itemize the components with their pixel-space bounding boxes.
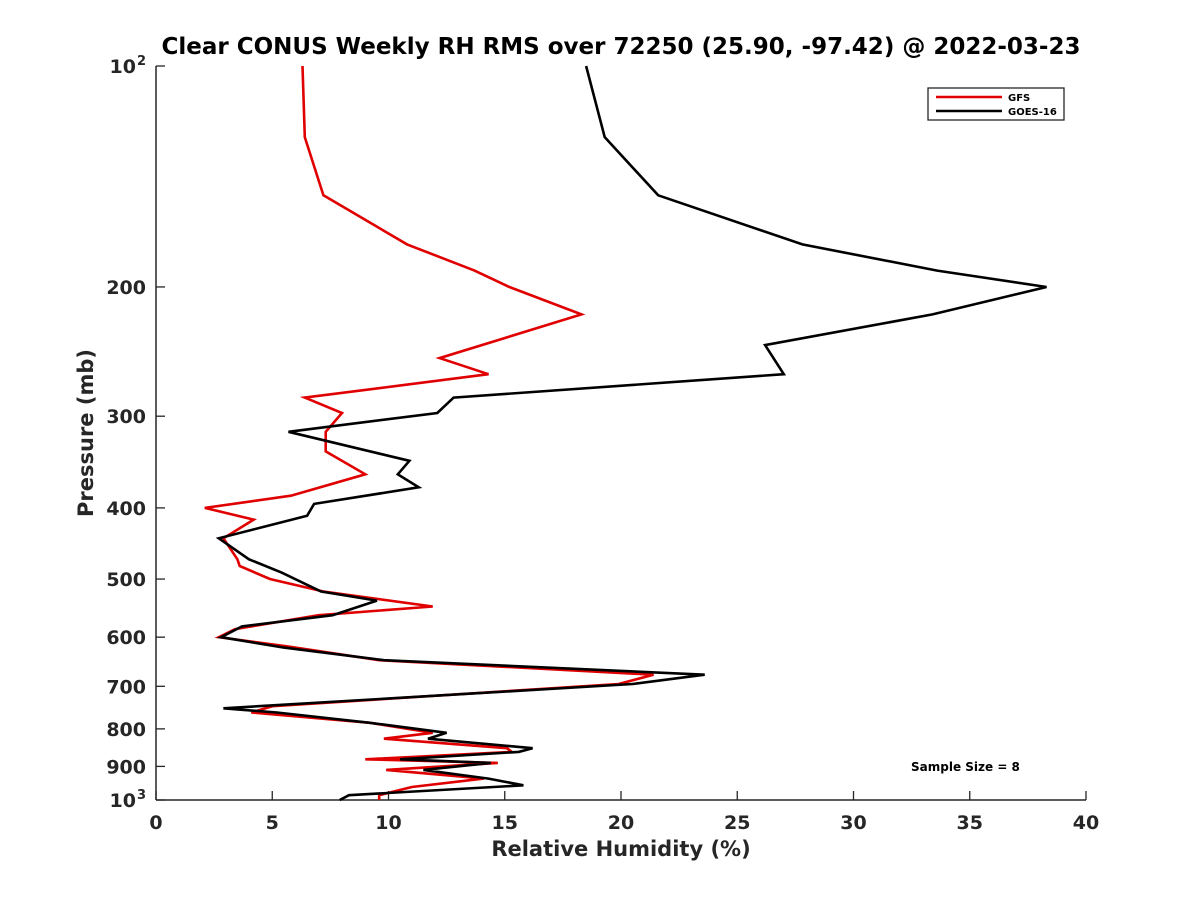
x-tick-label: 0 <box>149 812 162 834</box>
y-tick-label: 800 <box>106 719 146 741</box>
legend-label-goes16: GOES-16 <box>1008 107 1057 118</box>
y-tick-label: 10 <box>110 790 136 812</box>
y-axis-label: Pressure (mb) <box>74 349 98 517</box>
sample-size-annotation: Sample Size = 8 <box>911 760 1020 774</box>
plot-area: 0 5 10 15 20 25 30 35 40 10 220030040050060070080… <box>106 54 1099 834</box>
x-axis-label: Relative Humidity (%) <box>491 837 750 861</box>
x-ticks: 0 5 10 15 20 25 30 35 40 <box>149 791 1099 834</box>
series-line-goes16 <box>215 65 1047 802</box>
x-tick-label: 10 <box>375 812 401 834</box>
y-tick-label: 500 <box>106 569 146 591</box>
legend-box <box>927 87 1065 121</box>
y-tick-label: 700 <box>106 676 146 698</box>
legend: GFS GOES-16 <box>927 87 1065 121</box>
y-tick-label: 10 <box>110 56 136 78</box>
x-tick-label: 30 <box>840 812 866 834</box>
y-tick-label: 600 <box>106 627 146 649</box>
x-tick-label: 5 <box>266 812 279 834</box>
x-tick-label: 40 <box>1073 812 1099 834</box>
x-tick-label: 20 <box>608 812 634 834</box>
y-tick-exponent: 3 <box>137 788 146 803</box>
y-tick-label: 200 <box>106 277 146 299</box>
legend-label-gfs: GFS <box>1008 93 1030 104</box>
x-tick-label: 35 <box>957 812 983 834</box>
y-tick-label: 900 <box>106 756 146 778</box>
y-tick-label: 400 <box>106 498 146 520</box>
y-tick-exponent: 2 <box>137 54 146 69</box>
chart-title: Clear CONUS Weekly RH RMS over 72250 (25… <box>162 34 1081 60</box>
x-tick-label: 15 <box>492 812 518 834</box>
x-tick-label: 25 <box>724 812 750 834</box>
series-lines <box>204 65 1047 802</box>
y-tick-label: 300 <box>106 406 146 428</box>
